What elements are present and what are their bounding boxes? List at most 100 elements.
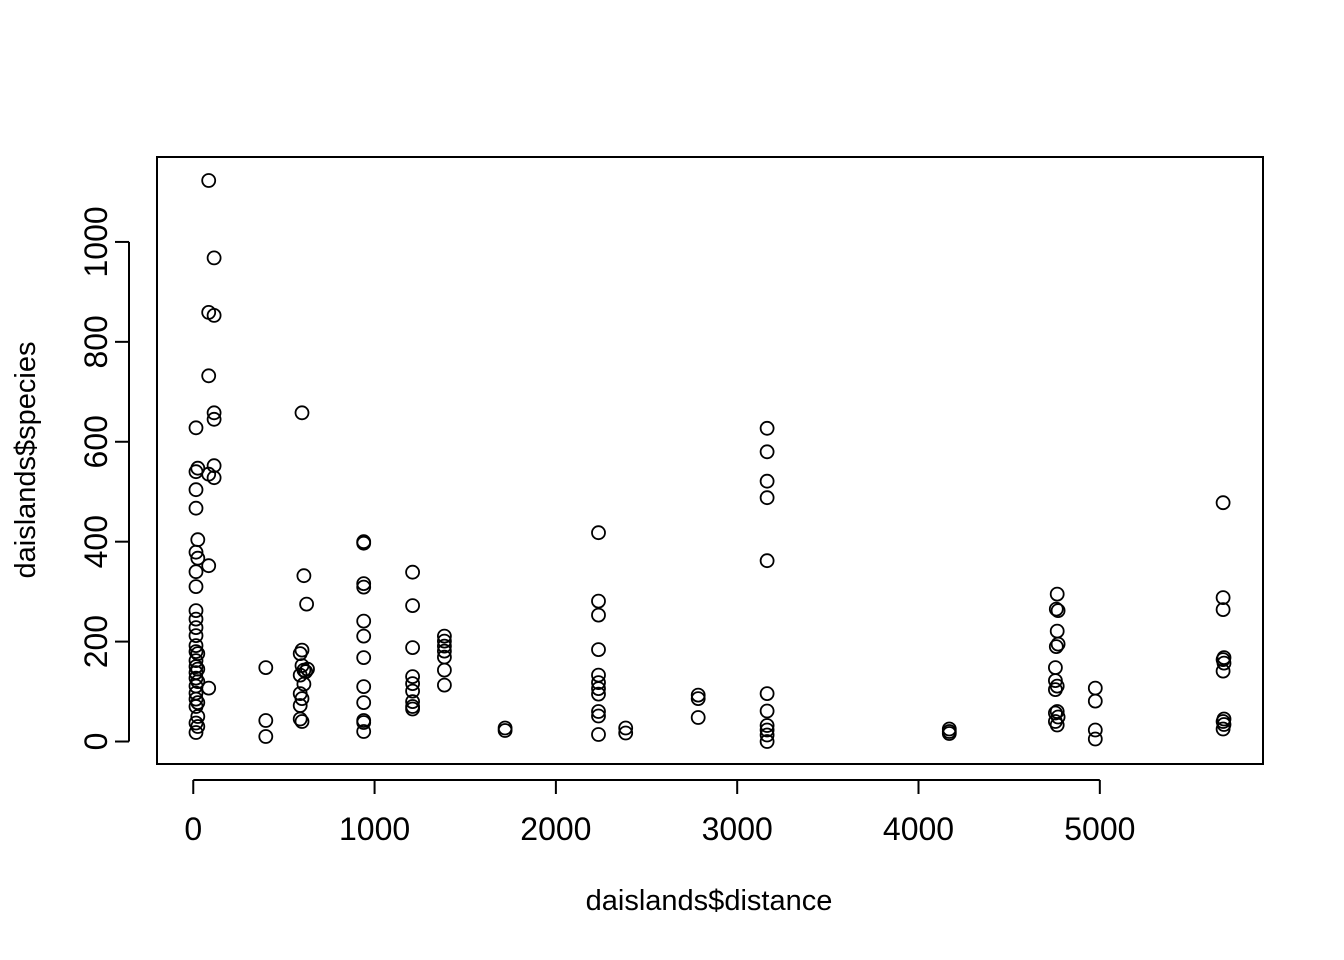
data-point (759, 722, 775, 738)
data-point (436, 638, 452, 654)
data-point (1050, 603, 1066, 618)
data-point (188, 620, 204, 635)
x-tick-label: 5000 (1064, 811, 1135, 847)
data-point (941, 726, 957, 741)
data-point (188, 638, 204, 653)
data-point (759, 718, 775, 733)
plot-frame (156, 156, 1264, 765)
data-point (759, 727, 775, 743)
data-point (497, 723, 513, 738)
data-point (591, 708, 606, 724)
data-point (1050, 636, 1066, 652)
y-tick-label: 600 (78, 415, 114, 468)
data-point (356, 715, 372, 730)
data-point (405, 564, 421, 580)
data-point (436, 662, 452, 678)
data-point (206, 307, 222, 323)
data-point (591, 686, 606, 702)
y-tick-label: 1000 (78, 206, 114, 277)
data-point (188, 420, 204, 436)
data-point (1215, 663, 1231, 679)
x-tick-label: 0 (184, 811, 202, 847)
data-point (188, 699, 204, 714)
data-point (405, 694, 421, 709)
data-point (1087, 731, 1103, 747)
data-point (294, 714, 310, 729)
y-tick-label: 0 (78, 733, 114, 751)
data-point (759, 490, 775, 506)
y-tick-label: 200 (78, 615, 114, 668)
data-point (1215, 721, 1231, 737)
data-point (1215, 495, 1231, 511)
data-point (296, 676, 312, 692)
data-point (356, 535, 372, 551)
data-point (294, 691, 310, 706)
data-point (188, 564, 204, 580)
data-point (1215, 602, 1231, 617)
data-point (356, 579, 372, 595)
data-point (356, 613, 372, 629)
data-point (258, 713, 274, 728)
x-tick-label: 2000 (520, 811, 591, 847)
data-point (188, 482, 204, 498)
data-point (188, 544, 204, 560)
data-point (405, 701, 421, 717)
data-point (188, 653, 204, 668)
data-point (201, 558, 217, 574)
data-point (201, 368, 217, 384)
y-tick-label: 800 (78, 315, 114, 368)
data-point (1087, 680, 1103, 696)
data-point (759, 703, 775, 719)
data-point (1216, 655, 1232, 671)
y-axis: 0 200 400 600 800 1000 (78, 206, 130, 751)
data-point (296, 568, 312, 584)
data-point (759, 473, 775, 489)
data-point (591, 681, 606, 696)
data-point (188, 659, 204, 674)
data-point (591, 525, 606, 541)
data-point (190, 532, 206, 548)
data-point (206, 405, 222, 421)
data-point (436, 643, 452, 659)
data-point (356, 679, 372, 694)
data-point (1087, 722, 1103, 738)
data-point (1048, 601, 1064, 617)
data-point (1087, 693, 1103, 709)
data-point (591, 642, 606, 657)
x-tick-label: 1000 (339, 811, 410, 847)
points-layer (188, 173, 1232, 749)
data-point (436, 628, 452, 644)
data-point (188, 579, 204, 594)
data-point (591, 704, 606, 719)
data-point (591, 667, 606, 683)
data-point (759, 734, 775, 749)
data-point (201, 680, 217, 696)
data-point (188, 644, 204, 659)
data-point (188, 725, 204, 740)
data-point (759, 553, 775, 569)
data-point (690, 691, 706, 706)
data-point (436, 677, 452, 693)
data-point (1049, 623, 1065, 639)
data-point (294, 405, 310, 421)
data-point (1048, 682, 1063, 697)
data-point (356, 650, 372, 665)
data-point (258, 729, 274, 744)
data-point (190, 709, 206, 724)
data-point (591, 593, 606, 609)
data-point (1215, 590, 1231, 605)
data-point (258, 660, 274, 675)
data-point (618, 720, 634, 736)
data-point (299, 596, 315, 612)
data-point (206, 411, 222, 427)
data-point (292, 667, 308, 683)
data-point (759, 420, 775, 436)
data-point (188, 628, 204, 643)
data-point (206, 250, 222, 266)
data-point (1049, 586, 1065, 602)
data-point (405, 676, 421, 691)
data-point (206, 470, 222, 486)
y-tick-label: 400 (78, 515, 114, 568)
data-point (436, 633, 452, 649)
